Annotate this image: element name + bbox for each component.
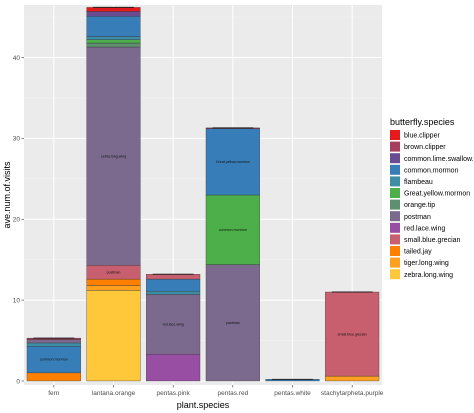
segment-label: postman: [226, 321, 240, 325]
bars: common.mormon postman zebra.long.wing red.l…: [26, 6, 380, 382]
bar-segment: [86, 39, 141, 44]
bar-segment: [86, 285, 141, 291]
x-tick-label: lantana.orange: [92, 390, 136, 397]
legend-key: [390, 188, 400, 198]
y-tick-label: 0: [16, 378, 20, 385]
bar-segment: [26, 339, 81, 344]
legend-label: blue.clipper: [404, 133, 440, 140]
bar-segment: [146, 278, 201, 292]
bar-segment: [26, 372, 81, 382]
legend-key: [390, 141, 400, 152]
legend-key: [390, 153, 400, 164]
legend-label: small.blue.grecian: [404, 237, 461, 244]
grid-minor: [24, 16, 382, 341]
legend-label: tiger.long.wing: [404, 260, 449, 267]
legend: butterfly.species blue.clipper brown.clip…: [390, 117, 474, 280]
x-tick-label: pentas.white: [274, 390, 311, 397]
legend-key: [390, 269, 400, 280]
legend-key: [390, 257, 400, 268]
bar-segment: [146, 274, 201, 280]
bar-segment: [86, 290, 141, 382]
legend-label: zebra.long.wing: [404, 272, 453, 279]
bar-segment: [205, 194, 260, 265]
y-axis-ticks: 0 10 20 30 40: [13, 55, 24, 385]
bar-segment: [146, 291, 201, 295]
legend-key: [390, 234, 400, 245]
x-tick-label: pentas.pink: [157, 390, 191, 397]
legend-key: [390, 222, 400, 233]
x-tick-label: fern: [48, 390, 60, 397]
x-tick-label: stachytarpheta.purple: [321, 390, 384, 397]
bar-segment: [86, 42, 141, 48]
segment-label: common.mormon: [40, 358, 68, 362]
legend-label: flambeau: [404, 179, 433, 186]
segment-label: Great.yellow.mormon: [216, 160, 250, 164]
bar-segment: [86, 278, 141, 286]
bar-segment: [205, 264, 260, 382]
bar-segment: [86, 46, 141, 266]
bar-segment: [86, 36, 141, 40]
bar-segment: [325, 375, 380, 382]
bar-segment: [86, 7, 141, 12]
plot-panel: [24, 5, 382, 385]
legend-label: orange.tip: [404, 202, 435, 209]
legend-label: common.lime.swallow.tail: [404, 156, 474, 163]
x-axis-title: plant.species: [177, 400, 230, 410]
bar-segment: [146, 354, 201, 382]
legend-label: common.mormon: [404, 167, 459, 174]
y-tick-label: 30: [13, 136, 21, 143]
segment-label: postman: [107, 270, 121, 274]
bar-segment: [325, 291, 380, 377]
legend-key: [390, 211, 400, 222]
x-tick-label: pentas.red: [217, 390, 248, 397]
legend-key: [390, 199, 400, 210]
segment-label: small.blue.grecian: [338, 332, 367, 336]
bar-segment: [205, 128, 260, 196]
legend-label: Great.yellow.mormon: [404, 191, 470, 198]
segment-label: zebra.long.wing: [101, 154, 126, 158]
segment-label: common.mormon: [219, 228, 247, 232]
legend-key: [390, 176, 400, 187]
legend-label: red.lace.wing: [404, 225, 445, 232]
legend-title: butterfly.species: [390, 117, 455, 127]
legend-label: tailed.jay: [404, 249, 432, 256]
y-tick-label: 20: [13, 217, 21, 224]
legend-key: [390, 164, 400, 175]
legend-key: [390, 130, 400, 140]
bar-segment: [26, 342, 81, 347]
legend-label: brown.clipper: [404, 144, 446, 151]
bar-segment: [146, 294, 201, 355]
segment-label: red.lace.wing: [163, 323, 184, 327]
legend-key: [390, 246, 400, 256]
legend-label: postman: [404, 214, 431, 221]
y-tick-label: 10: [13, 297, 21, 304]
x-axis-ticks: fern lantana.orange pentas.pink pentas.red p…: [48, 385, 384, 397]
y-axis-title: ave.num.of.visits: [2, 161, 12, 229]
bar-segment: [86, 11, 141, 17]
y-tick-label: 40: [13, 55, 21, 62]
bar-segment: [86, 16, 141, 37]
